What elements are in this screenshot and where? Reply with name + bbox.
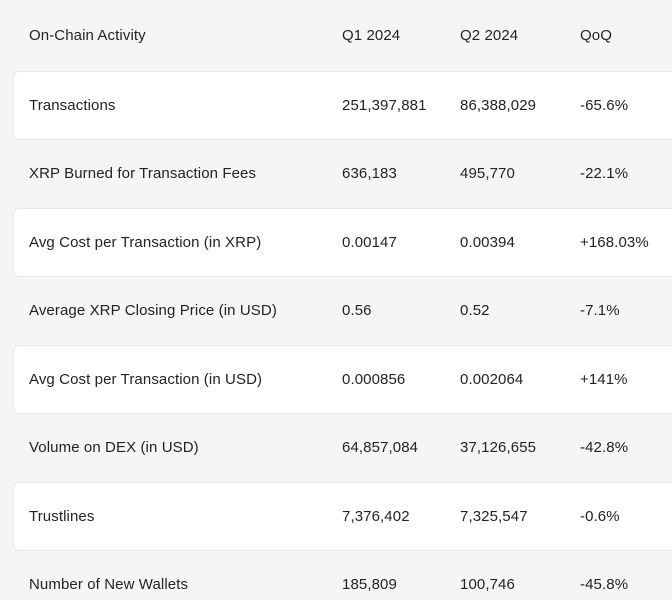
- cell-q2-value: 495,770: [460, 165, 515, 183]
- cell-label: Volume on DEX (in USD): [29, 439, 199, 457]
- cell-qoq-value: -22.1%: [580, 165, 629, 183]
- column-header-q1-2024: Q1 2024: [342, 27, 401, 44]
- cell-q1-value: 185,809: [342, 576, 397, 594]
- cell-q2-value: 0.52: [460, 302, 490, 320]
- cell-q2-value: 0.00394: [460, 233, 515, 251]
- cell-label: Trustlines: [29, 507, 95, 525]
- cell-q2-value: 0.002064: [460, 370, 524, 388]
- cell-q1-value: 251,397,881: [342, 96, 427, 114]
- cell-label: Avg Cost per Transaction (in XRP): [29, 233, 262, 251]
- table-row: Trustlines 7,376,402 7,325,547 -0.6%: [13, 482, 672, 551]
- cell-q1-value: 0.00147: [342, 233, 397, 251]
- cell-q1-value: 0.000856: [342, 370, 406, 388]
- cell-qoq-value: +141%: [580, 370, 628, 388]
- cell-q1-value: 636,183: [342, 165, 397, 183]
- table-row: Average XRP Closing Price (in USD) 0.56 …: [0, 277, 672, 346]
- cell-label: Average XRP Closing Price (in USD): [29, 302, 277, 320]
- column-header-activity: On-Chain Activity: [29, 27, 146, 44]
- cell-qoq-value: -65.6%: [580, 96, 629, 114]
- cell-q1-value: 7,376,402: [342, 507, 410, 525]
- cell-qoq-value: -7.1%: [580, 302, 620, 320]
- cell-q2-value: 86,388,029: [460, 96, 537, 114]
- table-row: Volume on DEX (in USD) 64,857,084 37,126…: [0, 414, 672, 483]
- cell-q2-value: 7,325,547: [460, 507, 528, 525]
- cell-label: Transactions: [29, 96, 116, 114]
- table-row: XRP Burned for Transaction Fees 636,183 …: [0, 140, 672, 209]
- column-header-qoq: QoQ: [580, 27, 612, 44]
- cell-qoq-value: -42.8%: [580, 439, 629, 457]
- column-header-q2-2024: Q2 2024: [460, 27, 519, 44]
- cell-label: Avg Cost per Transaction (in USD): [29, 370, 263, 388]
- table-row: Number of New Wallets 185,809 100,746 -4…: [0, 551, 672, 600]
- cell-q2-value: 100,746: [460, 576, 515, 594]
- cell-label: Number of New Wallets: [29, 576, 189, 594]
- table-row: Avg Cost per Transaction (in USD) 0.0008…: [13, 345, 672, 414]
- cell-q1-value: 0.56: [342, 302, 372, 320]
- table-row: Avg Cost per Transaction (in XRP) 0.0014…: [13, 208, 672, 277]
- cell-q2-value: 37,126,655: [460, 439, 537, 457]
- cell-qoq-value: +168.03%: [580, 233, 649, 251]
- table-row: Transactions 251,397,881 86,388,029 -65.…: [13, 71, 672, 140]
- table-header-row: On-Chain Activity Q1 2024 Q2 2024 QoQ: [0, 0, 672, 71]
- cell-q1-value: 64,857,084: [342, 439, 419, 457]
- cell-qoq-value: -0.6%: [580, 507, 620, 525]
- cell-qoq-value: -45.8%: [580, 576, 629, 594]
- cell-label: XRP Burned for Transaction Fees: [29, 165, 257, 183]
